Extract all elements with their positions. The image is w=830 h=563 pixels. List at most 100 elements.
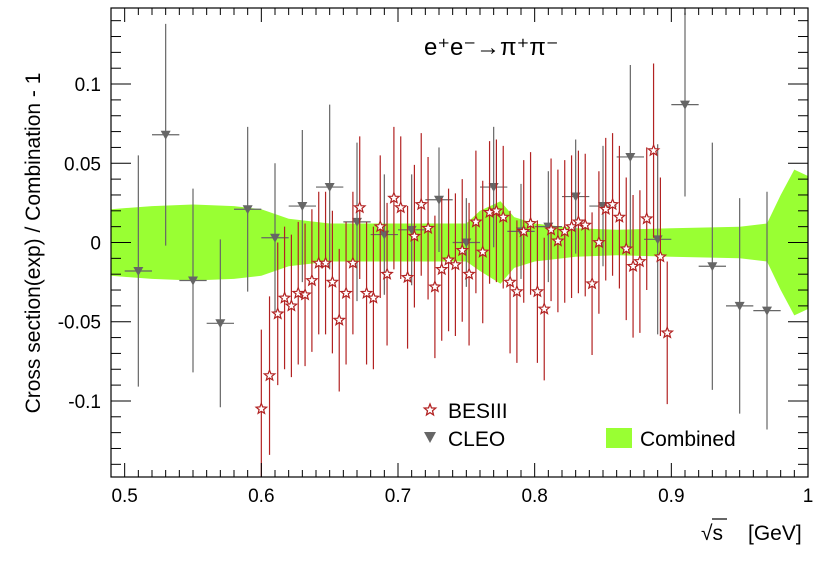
besiii-marker [455,243,470,257]
besiii-marker [305,273,319,287]
besiii-point-40 [530,220,545,363]
besiii-point-14 [352,136,367,279]
besiii-point-20 [393,136,408,279]
besiii-series [254,63,675,477]
besiii-marker [407,229,422,242]
besiii-marker [496,209,511,223]
cleo-point-4 [234,126,262,292]
cleo-marker [160,130,171,140]
besiii-point-15 [359,221,374,365]
besiii-point-36 [503,210,517,354]
besiii-point-17 [373,155,388,298]
besiii-point-24 [421,156,435,300]
cleo-series [124,12,781,430]
besiii-marker [585,276,599,290]
besiii-marker [448,257,463,271]
y-tick-label: -0.05 [58,313,101,334]
besiii-marker [428,279,442,293]
besiii-marker [489,203,504,217]
cleo-point-23 [753,191,781,430]
besiii-marker [270,306,285,320]
x-tick-label: 0.9 [658,486,684,507]
besiii-point-4 [284,234,299,378]
besiii-point-58 [653,177,668,336]
besiii-point-59 [660,261,675,405]
besiii-marker [516,224,531,238]
y-tick-label: 0 [90,234,101,255]
x-axis-symbol: √s [701,522,723,545]
besiii-marker [462,267,476,280]
besiii-marker [544,222,558,236]
besiii-point-0 [254,329,269,477]
besiii-point-13 [346,191,360,335]
besiii-marker [366,290,381,304]
besiii-marker [530,284,545,298]
besiii-marker [284,298,299,312]
cleo-marker [762,306,772,316]
besiii-point-39 [523,152,538,295]
cleo-point-21 [698,142,726,390]
besiii-marker [318,255,333,269]
besiii-point-12 [339,221,353,365]
besiii-point-55 [633,190,647,333]
cleo-point-1 [152,23,180,246]
besiii-marker [639,211,654,225]
besiii-point-34 [489,139,504,283]
cleo-point-3 [206,239,234,408]
besiii-marker [660,325,675,339]
cleo-point-18 [616,65,644,249]
besiii-marker [469,214,483,228]
besiii-point-28 [448,193,463,336]
cleo-marker [133,267,144,277]
cleo-marker [434,195,444,205]
cleo-marker [270,233,280,243]
cleo-point-0 [124,155,152,387]
besiii-marker [339,286,353,300]
besiii-point-3 [277,226,292,370]
besiii-marker [332,312,347,326]
y-tick-label: 0.05 [64,154,101,175]
besiii-point-31 [469,150,483,294]
legend-label-cleo: CLEO [448,428,505,451]
legend-item-combined: Combined [606,428,736,451]
besiii-marker [605,197,620,211]
legend-label-besiii: BESIII [448,400,508,423]
besiii-point-5 [291,221,306,365]
besiii-point-26 [434,198,449,341]
y-axis-label: Cross section(exp) / Combination - 1 [22,73,45,414]
besiii-point-29 [455,179,470,322]
besiii-point-18 [380,202,394,346]
cleo-marker [215,319,226,329]
besiii-marker [653,249,668,263]
cleo-marker [242,205,253,215]
cleo-marker [297,202,308,212]
besiii-point-35 [496,145,511,289]
besiii-point-52 [612,145,627,289]
besiii-point-27 [441,188,456,332]
besiii-point-38 [516,160,531,303]
besiii-marker [619,241,634,255]
cleo-point-7 [316,104,344,270]
besiii-marker [551,233,565,247]
x-tick-label: 0.8 [521,486,547,507]
besiii-marker [359,286,374,300]
besiii-marker [262,368,277,382]
besiii-point-42 [544,158,558,302]
besiii-marker [633,254,647,268]
ticks: 0.5 0.6 0.7 0.8 0.9 1 -0.1 -0.05 0 0.05 0.1 [58,8,813,507]
besiii-point-30 [462,202,476,346]
besiii-marker [646,143,661,157]
cleo-marker [188,276,198,286]
besiii-marker [434,262,449,276]
besiii-marker [346,255,360,269]
legend-item-besiii: BESIII [422,400,508,423]
chart-title: e⁺e⁻→π⁺π⁻ [424,34,558,61]
besiii-point-23 [414,133,429,276]
x-tick-label: 0.5 [111,486,137,507]
besiii-marker [387,190,401,204]
cleo-point-22 [726,198,754,414]
besiii-point-2 [270,242,285,386]
besiii-marker [421,221,435,235]
besiii-marker [592,235,606,249]
